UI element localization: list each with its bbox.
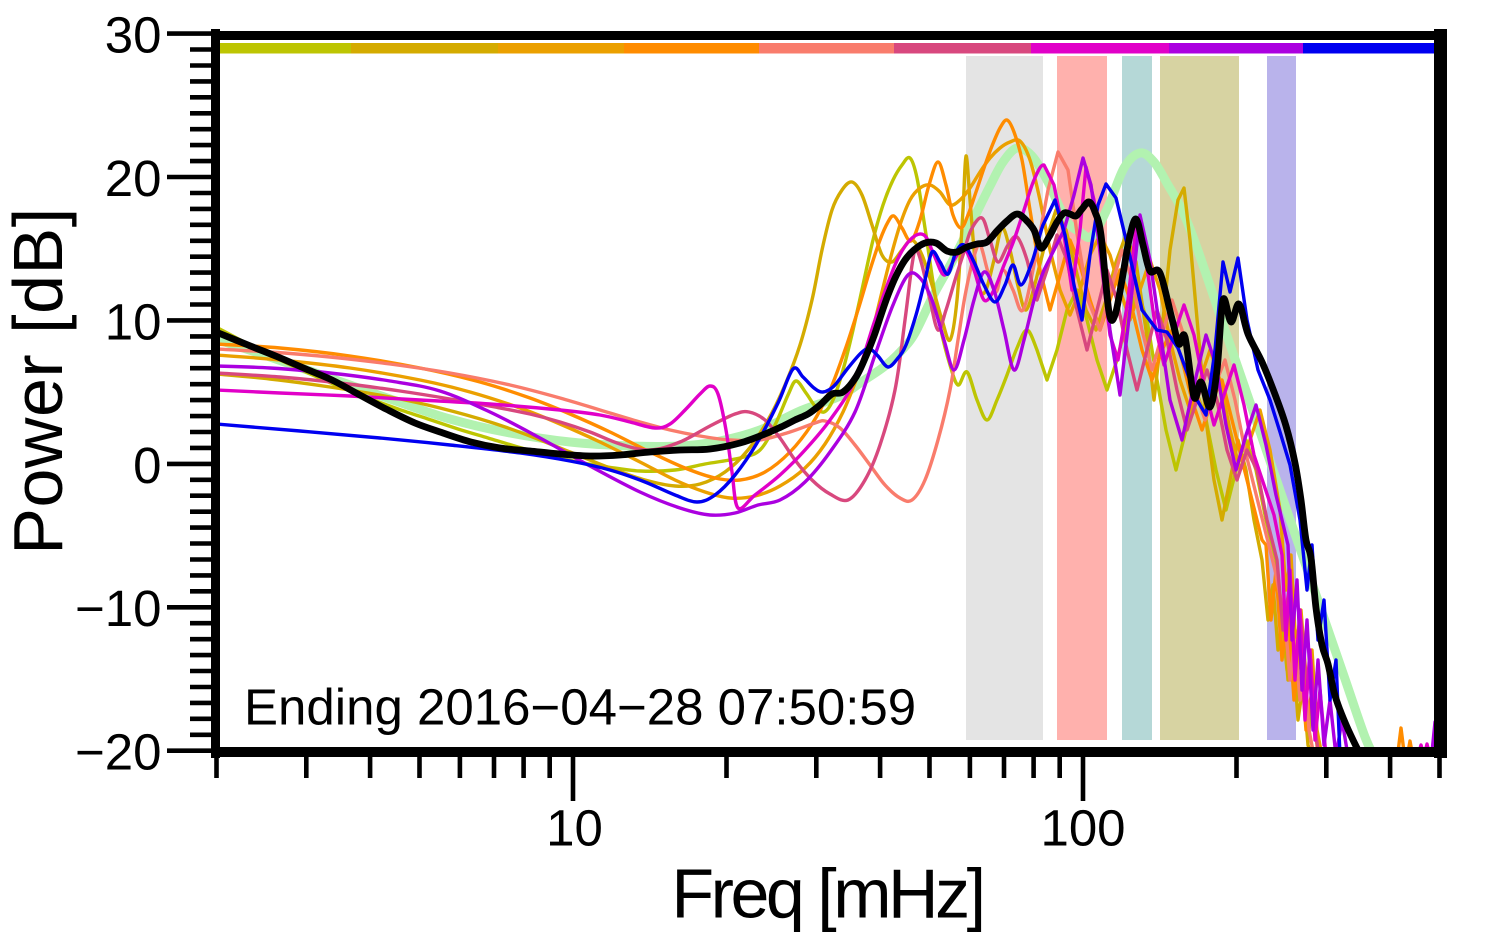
svg-text:Power [dB]: Power [dB] <box>0 207 77 554</box>
svg-text:20: 20 <box>105 150 162 207</box>
svg-text:10: 10 <box>105 293 162 350</box>
svg-text:−20: −20 <box>75 724 162 781</box>
svg-text:100: 100 <box>1040 800 1125 857</box>
svg-text:30: 30 <box>105 7 162 64</box>
svg-text:Ending 2016−04−28 07:50:59: Ending 2016−04−28 07:50:59 <box>244 679 916 736</box>
svg-text:10: 10 <box>546 800 603 857</box>
svg-text:Freq [mHz]: Freq [mHz] <box>671 855 982 933</box>
svg-text:0: 0 <box>133 437 161 494</box>
svg-text:−10: −10 <box>75 580 162 637</box>
